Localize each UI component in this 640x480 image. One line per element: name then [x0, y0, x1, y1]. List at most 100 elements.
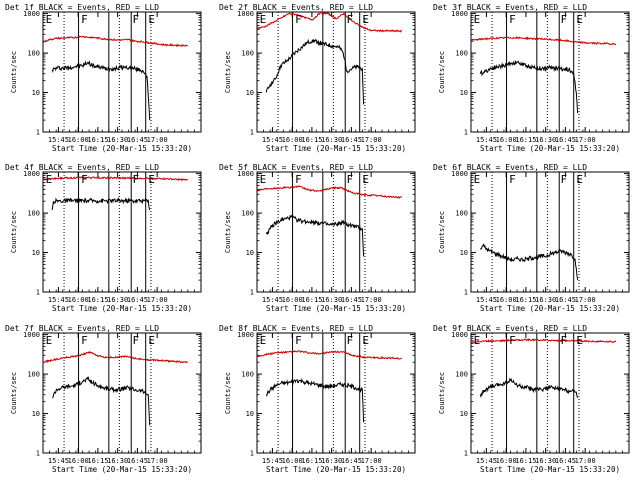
x-tick-label: 15:45: [48, 457, 69, 465]
x-tick-label: 16:00: [496, 296, 517, 304]
flag-label-f: F: [81, 173, 88, 186]
y-tick-label: 100: [27, 371, 40, 379]
plot-frame: [42, 171, 202, 293]
x-axis-label: Start Time (20-Mar-15 15:33:20): [480, 304, 620, 313]
y-tick-label: 10: [460, 410, 468, 418]
flag-label-e: E: [474, 13, 481, 26]
x-tick-label: 16:00: [496, 457, 517, 465]
x-tick-label: 17:00: [147, 296, 168, 304]
flag-label-e: E: [474, 334, 481, 347]
x-axis-label: Start Time (20-Mar-15 15:33:20): [266, 465, 406, 474]
flag-label-e: E: [362, 13, 369, 26]
x-tick-label: 16:00: [282, 457, 303, 465]
series-lld-line: [43, 35, 188, 48]
series-events-line: [51, 197, 151, 211]
y-axis-label: Counts/sec: [438, 372, 446, 414]
series-events-line: [51, 60, 151, 121]
x-tick-label: 16:15: [301, 457, 322, 465]
x-tick-label: 16:30: [321, 457, 342, 465]
x-tick-label: 16:30: [535, 296, 556, 304]
y-tick-label: 1: [36, 450, 40, 458]
y-tick-label: 100: [455, 210, 468, 218]
x-tick-label: 16:00: [68, 296, 89, 304]
y-tick-label: 10: [32, 89, 40, 97]
x-tick-label: 15:45: [48, 296, 69, 304]
chart-panel-6: Det 6f BLACK = Events, RED = LLD 1 10 100 10…: [433, 163, 630, 313]
flag-label-e: E: [46, 13, 53, 26]
series-events-line: [52, 376, 151, 426]
flag-label-e: E: [576, 173, 583, 186]
y-tick-label: 100: [241, 210, 254, 218]
x-tick-label: 16:15: [87, 136, 108, 144]
x-tick-label: 15:45: [48, 136, 69, 144]
x-tick-label: 16:45: [555, 296, 576, 304]
x-tick-label: 16:45: [341, 136, 362, 144]
x-tick-label: 15:45: [476, 296, 497, 304]
y-tick-label: 100: [241, 50, 254, 58]
y-tick-label: 1000: [23, 170, 40, 178]
series-lld-line: [471, 338, 617, 344]
x-tick-label: 16:30: [107, 296, 128, 304]
series-lld-line: [471, 36, 617, 46]
x-tick-label: 17:00: [361, 296, 382, 304]
x-tick-label: 16:15: [301, 296, 322, 304]
y-axis-label: Counts/sec: [224, 211, 232, 253]
y-tick-label: 100: [27, 50, 40, 58]
series-events-line: [265, 214, 365, 257]
chart-panel-8: Det 8f BLACK = Events, RED = LLD 1 10 100 10…: [219, 324, 416, 474]
x-tick-label: 15:45: [262, 136, 283, 144]
flag-label-f: F: [81, 334, 88, 347]
flag-label-e: E: [148, 334, 155, 347]
x-tick-label: 16:30: [107, 136, 128, 144]
y-tick-label: 1000: [451, 331, 468, 339]
chart-title: Det 2f BLACK = Events, RED = LLD: [219, 3, 373, 12]
flag-label-f: F: [561, 334, 568, 347]
flag-label-f: F: [295, 13, 302, 26]
y-tick-label: 100: [455, 371, 468, 379]
x-tick-label: 16:45: [127, 457, 148, 465]
x-axis-label: Start Time (20-Mar-15 15:33:20): [52, 304, 192, 313]
flag-label-e: E: [148, 13, 155, 26]
x-tick-label: 17:00: [147, 457, 168, 465]
x-tick-label: 16:15: [515, 296, 536, 304]
flag-label-f: F: [347, 13, 354, 26]
plot-frame: [256, 171, 416, 293]
x-axis-label: Start Time (20-Mar-15 15:33:20): [266, 304, 406, 313]
y-axis-label: Counts/sec: [438, 51, 446, 93]
series-lld-line: [257, 12, 403, 33]
y-tick-label: 100: [241, 371, 254, 379]
x-tick-label: 17:00: [361, 457, 382, 465]
x-axis-label: Start Time (20-Mar-15 15:33:20): [480, 144, 620, 153]
x-tick-label: 16:45: [555, 457, 576, 465]
y-tick-label: 1000: [23, 331, 40, 339]
y-tick-label: 1000: [237, 10, 254, 18]
plot-frame: [470, 11, 630, 133]
x-tick-label: 16:00: [68, 457, 89, 465]
x-tick-label: 16:00: [68, 136, 89, 144]
x-tick-label: 15:45: [476, 136, 497, 144]
chart-title: Det 8f BLACK = Events, RED = LLD: [219, 324, 373, 333]
y-axis-label: Counts/sec: [10, 372, 18, 414]
x-tick-label: 15:45: [262, 457, 283, 465]
x-tick-label: 16:00: [282, 136, 303, 144]
flag-label-f: F: [509, 13, 516, 26]
y-tick-label: 1: [250, 129, 254, 137]
y-tick-label: 10: [246, 249, 254, 257]
x-tick-label: 17:00: [361, 136, 382, 144]
flag-label-e: E: [576, 334, 583, 347]
x-tick-label: 16:15: [87, 296, 108, 304]
x-tick-label: 15:45: [476, 457, 497, 465]
y-tick-label: 1000: [451, 170, 468, 178]
x-tick-label: 17:00: [575, 136, 596, 144]
x-axis-label: Start Time (20-Mar-15 15:33:20): [480, 465, 620, 474]
x-tick-label: 17:00: [575, 296, 596, 304]
x-tick-label: 16:30: [535, 457, 556, 465]
x-tick-label: 16:45: [341, 457, 362, 465]
flag-label-f: F: [295, 173, 302, 186]
flag-label-f: F: [133, 173, 140, 186]
x-tick-label: 15:45: [262, 296, 283, 304]
chart-title: Det 7f BLACK = Events, RED = LLD: [5, 324, 159, 333]
series-events-line: [479, 377, 579, 398]
x-axis-label: Start Time (20-Mar-15 15:33:20): [266, 144, 406, 153]
flag-label-e: E: [260, 173, 267, 186]
